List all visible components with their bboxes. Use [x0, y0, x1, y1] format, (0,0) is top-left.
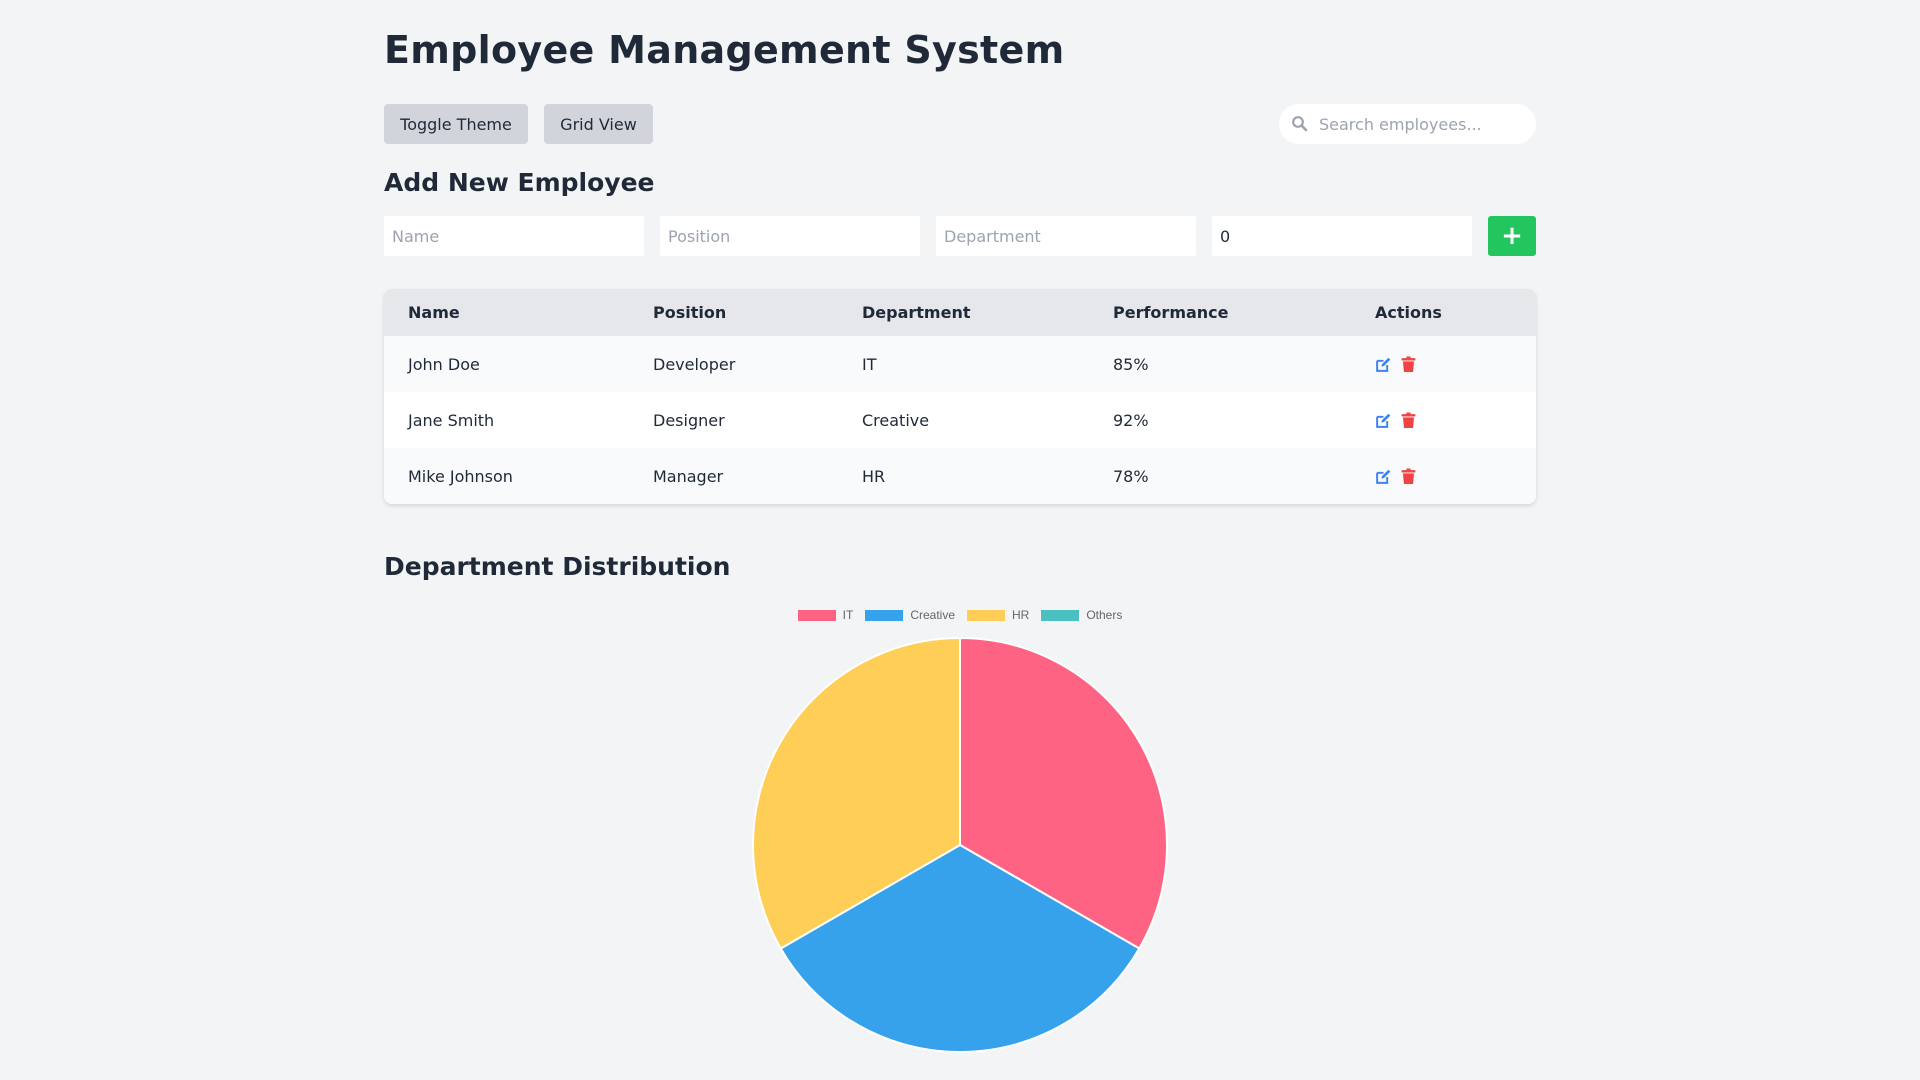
cell-actions: [1351, 392, 1536, 448]
chart-legend: IT Creative HR Others: [384, 608, 1536, 622]
department-field[interactable]: [936, 216, 1196, 256]
search-icon: [1292, 116, 1308, 132]
trash-icon[interactable]: [1400, 468, 1417, 485]
cell-name: John Doe: [408, 354, 480, 374]
legend-label: Others: [1086, 608, 1123, 622]
pie-slice-hr[interactable]: [752, 636, 961, 950]
header-performance[interactable]: Performance: [1113, 303, 1229, 322]
department-chart: IT Creative HR Others: [384, 600, 1536, 1060]
cell-department: IT: [862, 354, 877, 374]
header-position[interactable]: Position: [653, 303, 727, 322]
edit-icon[interactable]: [1375, 468, 1392, 485]
toggle-theme-button[interactable]: Toggle Theme: [384, 104, 528, 144]
cell-name: Jane Smith: [408, 410, 495, 430]
legend-item-others[interactable]: Others: [1041, 608, 1122, 622]
performance-field[interactable]: [1212, 216, 1472, 256]
add-employee-form: +: [384, 216, 1536, 256]
table-header-row: Name Position Department Performance Act…: [384, 289, 1536, 336]
header-actions: Actions: [1375, 303, 1442, 322]
employee-table: Name Position Department Performance Act…: [384, 289, 1536, 504]
legend-label: HR: [1012, 608, 1030, 622]
department-distribution-title: Department Distribution: [384, 552, 731, 581]
table-row: John Doe Developer IT 85%: [384, 336, 1536, 392]
add-employee-title: Add New Employee: [384, 168, 655, 197]
trash-icon[interactable]: [1400, 356, 1417, 373]
page-title: Employee Management System: [384, 28, 1065, 72]
legend-swatch: [865, 609, 904, 621]
cell-position: Developer: [653, 354, 736, 374]
edit-icon[interactable]: [1375, 356, 1392, 373]
legend-item-it[interactable]: IT: [797, 608, 854, 622]
cell-performance: 85%: [1113, 354, 1149, 374]
edit-icon[interactable]: [1375, 412, 1392, 429]
legend-item-hr[interactable]: HR: [967, 608, 1029, 622]
table-row: Jane Smith Designer Creative 92%: [384, 392, 1536, 448]
header-department[interactable]: Department: [862, 303, 971, 322]
cell-position: Manager: [653, 466, 724, 486]
legend-label: Creative: [910, 608, 955, 622]
table-row: Mike Johnson Manager HR 78%: [384, 448, 1536, 504]
pie-slice-it[interactable]: [959, 636, 1168, 950]
cell-position: Designer: [653, 410, 725, 430]
legend-item-creative[interactable]: Creative: [865, 608, 955, 622]
legend-label: IT: [842, 608, 854, 622]
cell-performance: 78%: [1113, 466, 1149, 486]
trash-icon[interactable]: [1400, 412, 1417, 429]
pie-slice-creative[interactable]: [779, 843, 1141, 1053]
search-input[interactable]: [1319, 104, 1524, 144]
pie-chart: [752, 636, 1168, 1053]
legend-swatch: [967, 609, 1005, 621]
cell-actions: [1351, 448, 1536, 504]
toolbar: Toggle Theme Grid View: [384, 104, 1536, 144]
legend-swatch: [797, 609, 836, 621]
grid-view-button[interactable]: Grid View: [544, 104, 653, 144]
search-box[interactable]: [1279, 104, 1536, 144]
cell-name: Mike Johnson: [408, 466, 513, 486]
header-name[interactable]: Name: [408, 303, 460, 322]
name-field[interactable]: [384, 216, 644, 256]
cell-department: HR: [862, 466, 886, 486]
legend-swatch: [1041, 609, 1080, 621]
add-employee-button[interactable]: +: [1488, 216, 1536, 256]
cell-actions: [1351, 336, 1536, 392]
cell-department: Creative: [862, 410, 930, 430]
position-field[interactable]: [660, 216, 920, 256]
cell-performance: 92%: [1113, 410, 1149, 430]
